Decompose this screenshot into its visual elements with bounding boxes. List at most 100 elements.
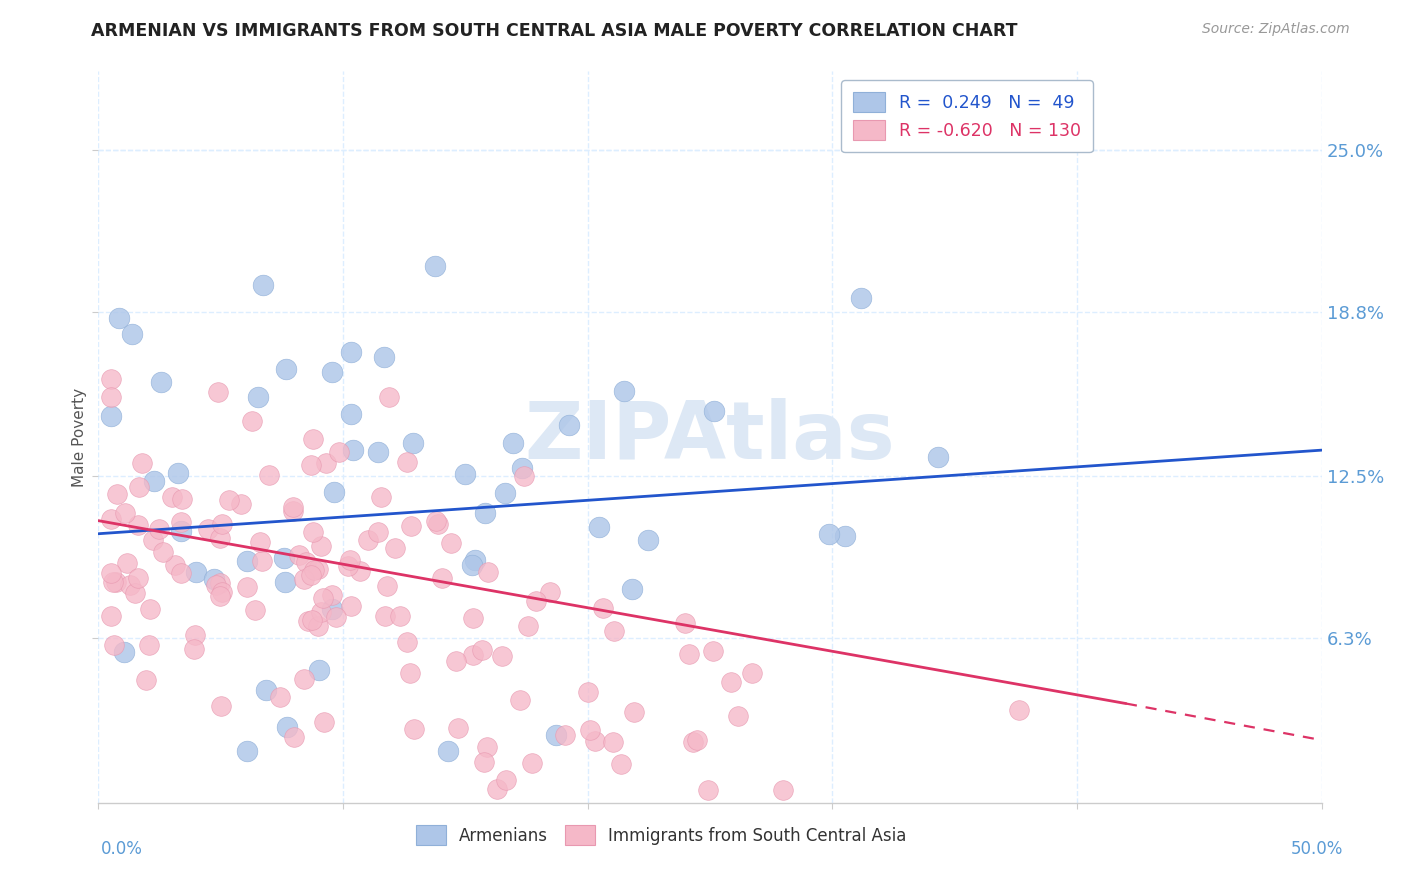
Point (172, 491, 194, 506)
Point (520, 756, 543, 771)
Point (143, 475, 166, 489)
Point (623, 705, 645, 719)
Point (183, 628, 205, 642)
Point (208, 590, 231, 604)
Point (302, 563, 325, 577)
Point (461, 648, 484, 662)
Point (209, 698, 232, 713)
Point (485, 782, 508, 797)
Point (166, 467, 188, 481)
Point (183, 642, 205, 657)
Point (309, 605, 332, 619)
Point (367, 524, 389, 539)
Point (447, 721, 470, 735)
Point (440, 535, 463, 549)
Point (100, 512, 122, 526)
Point (401, 435, 423, 450)
Point (696, 782, 718, 797)
Point (579, 723, 602, 737)
Point (236, 743, 259, 757)
Point (342, 443, 364, 458)
Point (524, 593, 547, 607)
Point (281, 500, 304, 514)
Point (197, 522, 219, 536)
Point (299, 458, 322, 472)
Point (276, 720, 298, 734)
Point (425, 260, 447, 274)
Point (321, 365, 343, 379)
Point (702, 644, 724, 658)
Point (682, 735, 704, 749)
Point (602, 624, 624, 638)
Point (727, 709, 749, 723)
Point (720, 675, 742, 690)
Point (425, 514, 447, 528)
Point (292, 672, 315, 686)
Point (100, 608, 122, 623)
Point (554, 728, 576, 742)
Point (101, 575, 124, 590)
Point (703, 404, 725, 418)
Point (112, 645, 135, 659)
Point (152, 545, 174, 559)
Point (321, 588, 343, 602)
Point (247, 390, 270, 404)
Point (117, 556, 139, 570)
Point (588, 519, 610, 533)
Point (309, 539, 332, 553)
Point (585, 734, 607, 748)
Point (250, 554, 273, 568)
Point (148, 523, 170, 537)
Point (150, 375, 173, 389)
Point (163, 558, 186, 572)
Point (834, 529, 856, 543)
Point (288, 548, 311, 562)
Point (513, 469, 536, 483)
Point (128, 480, 150, 494)
Point (249, 534, 271, 549)
Point (186, 565, 208, 579)
Point (494, 486, 516, 500)
Point (281, 504, 304, 518)
Point (315, 456, 337, 470)
Point (138, 638, 160, 652)
Point (849, 291, 872, 305)
Point (131, 456, 153, 470)
Point (558, 418, 581, 433)
Point (477, 565, 499, 579)
Point (312, 714, 335, 729)
Point (436, 743, 458, 757)
Legend: Armenians, Immigrants from South Central Asia: Armenians, Immigrants from South Central… (408, 817, 915, 853)
Point (475, 740, 498, 755)
Point (495, 772, 517, 787)
Point (395, 635, 418, 649)
Point (686, 733, 709, 747)
Point (120, 578, 142, 592)
Text: ARMENIAN VS IMMIGRANTS FROM SOUTH CENTRAL ASIA MALE POVERTY CORRELATION CHART: ARMENIAN VS IMMIGRANTS FROM SOUTH CENTRA… (91, 22, 1018, 40)
Point (294, 555, 316, 569)
Point (308, 663, 330, 677)
Point (211, 585, 233, 599)
Point (613, 384, 636, 399)
Point (321, 602, 343, 616)
Point (211, 517, 233, 532)
Point (162, 490, 184, 504)
Point (741, 666, 763, 681)
Point (546, 727, 568, 741)
Point (236, 554, 259, 568)
Point (100, 409, 122, 423)
Point (105, 574, 128, 589)
Y-axis label: Male Poverty: Male Poverty (72, 387, 87, 487)
Point (207, 385, 229, 400)
Point (1008, 703, 1031, 717)
Point (510, 460, 533, 475)
Point (426, 516, 449, 531)
Point (218, 492, 240, 507)
Point (245, 602, 267, 616)
Point (592, 601, 614, 615)
Point (235, 580, 257, 594)
Point (384, 541, 406, 555)
Point (297, 614, 319, 628)
Point (100, 391, 122, 405)
Point (378, 390, 401, 404)
